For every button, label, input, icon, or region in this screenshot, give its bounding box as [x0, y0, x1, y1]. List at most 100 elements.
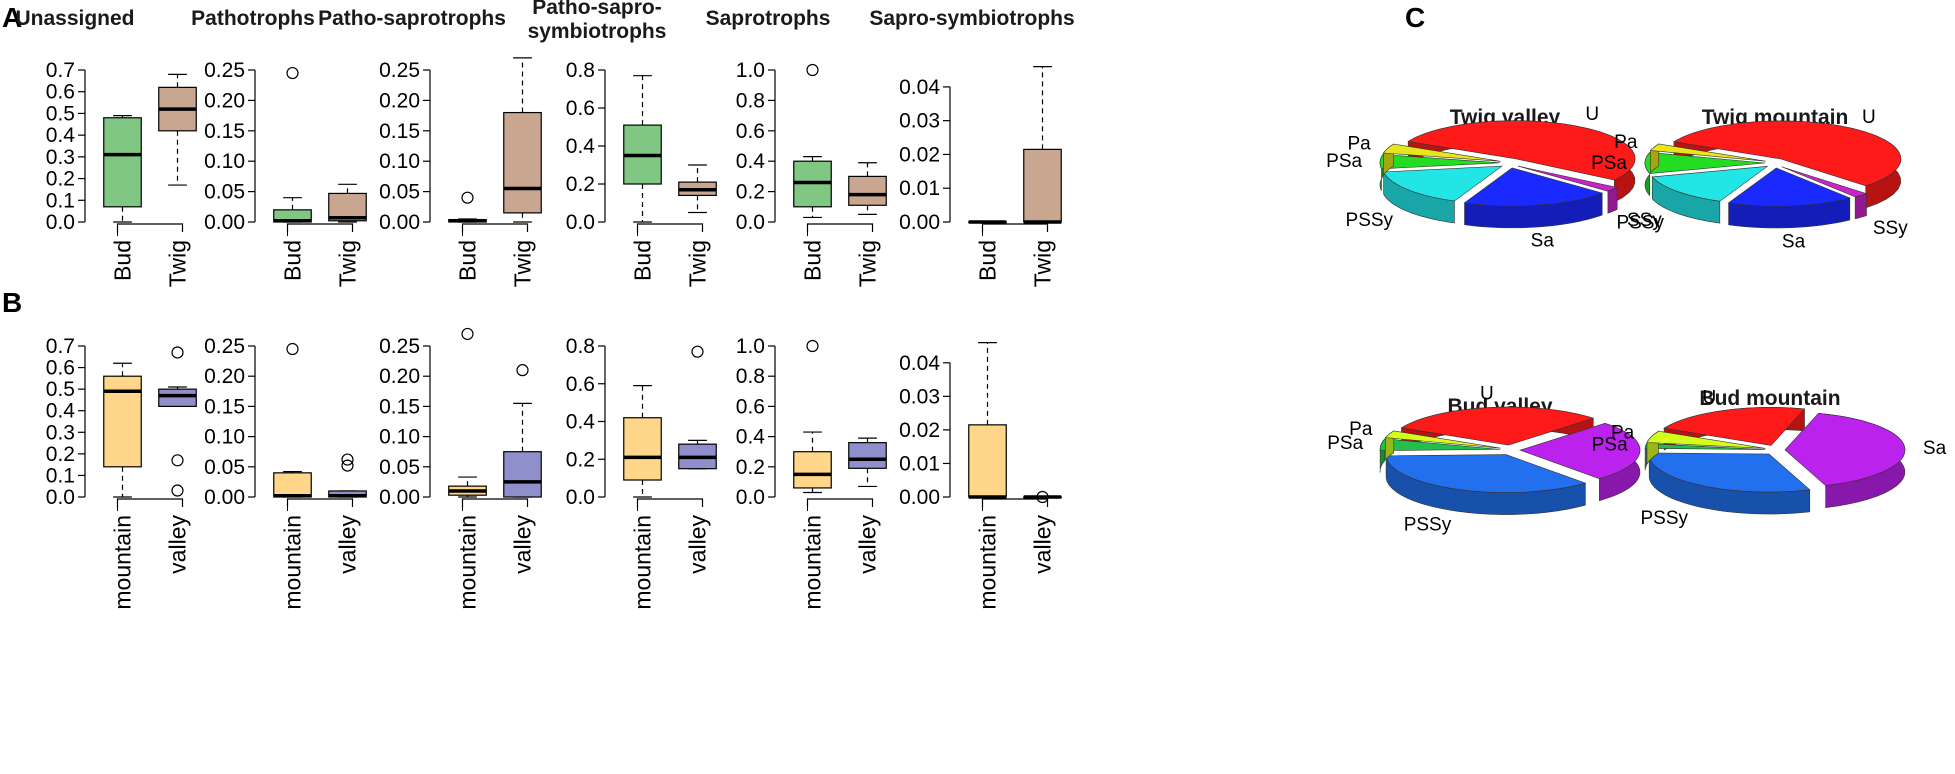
chart-title: Saprotrophs: [706, 7, 831, 30]
x-category-label: Twig: [510, 240, 536, 287]
outlier-point: [516, 364, 529, 377]
y-tick-label: 0.1: [46, 189, 75, 212]
box-valley: [1023, 490, 1062, 504]
x-category-label: Bud: [455, 240, 481, 281]
y-tick-label: 0.6: [46, 81, 75, 104]
pie-slice-top: [1379, 154, 1501, 170]
y-tick-label: 0.20: [204, 89, 245, 112]
y-tick-label: 0.4: [566, 411, 596, 434]
y-tick-label: 0.2: [566, 173, 595, 196]
boxplot-chart-a-3: Patho-saprotrophs 0.00 0.05 0.10 0.15 0.20 0.2…: [318, 7, 542, 287]
y-tick-label: 0.0: [46, 486, 75, 509]
pie-slice-label: PSSy: [1616, 213, 1664, 234]
box-mountain: [273, 342, 312, 498]
outlier-point: [461, 327, 474, 341]
y-tick-label: 0.02: [899, 143, 940, 166]
iqr-box: [103, 117, 142, 208]
y-tick-label: 0.2: [736, 181, 765, 204]
x-category-label: valley: [685, 515, 711, 574]
box-bud: [448, 191, 487, 223]
x-category-label: valley: [855, 515, 881, 574]
y-tick-label: 0.4: [736, 426, 766, 449]
y-tick-label: 0.7: [46, 335, 75, 358]
pie-slice-psa: PSa: [1591, 151, 1766, 197]
pie-slice-psa: PSa: [1326, 151, 1501, 191]
boxplot-chart-b-1: 0.00.10.20.30.40.50.60.7 mountain valley: [46, 335, 197, 610]
box-bud: [968, 220, 1007, 224]
pie-slice-top: [1784, 413, 1906, 486]
y-tick-label: 0.0: [736, 486, 765, 509]
boxplot-chart-a-5: Saprotrophs 0.0 0.2 0.4 0.6 0.8 1.0 Bud Twig: [706, 7, 887, 287]
pie-slice-label: PSa: [1592, 435, 1628, 456]
y-tick-label: 0.6: [736, 120, 765, 143]
iqr-box: [623, 417, 662, 481]
y-tick-label: 0.10: [379, 426, 420, 449]
box-valley: [678, 345, 717, 470]
x-category-label: mountain: [280, 515, 306, 610]
x-category-label: valley: [1030, 515, 1056, 574]
box-bud: [103, 114, 142, 223]
y-tick-label: 0.4: [736, 150, 766, 173]
pie-slice-label: Pa: [1347, 134, 1371, 155]
y-tick-label: 0.00: [379, 211, 420, 234]
x-category-label: Bud: [280, 240, 306, 281]
box-twig: [158, 73, 197, 186]
y-tick-label: 0.04: [899, 352, 940, 375]
y-tick-label: 0.20: [379, 89, 420, 112]
pie-slice-side: [1854, 193, 1867, 220]
y-tick-label: 0.2: [46, 443, 75, 466]
chart-title: Patho-saprotrophs: [318, 7, 506, 30]
iqr-box: [158, 388, 197, 407]
pie-slice-pssy: PSSy: [1385, 454, 1587, 535]
y-tick-label: 0.1: [46, 464, 75, 487]
pie-slice-top: [1644, 152, 1766, 174]
iqr-box: [848, 442, 887, 469]
iqr-box: [503, 451, 542, 498]
pie-chart-bud-valley: Bud valleyUSaPSSyPSaPa: [1327, 384, 1681, 536]
outlier-point: [461, 191, 474, 204]
y-tick-label: 0.15: [379, 395, 420, 418]
y-tick-label: 0.0: [736, 211, 765, 234]
y-tick-label: 0.4: [46, 124, 76, 147]
y-tick-label: 0.10: [379, 150, 420, 173]
boxplot-chart-b-3: 0.00 0.05 0.10 0.15 0.20 0.25 mountain valley: [379, 327, 542, 610]
pie-slice-pa: Pa: [1614, 132, 1766, 174]
y-tick-label: 0.4: [46, 400, 76, 423]
pie-slice-side: [1607, 186, 1618, 214]
y-tick-label: 0.7: [46, 59, 75, 82]
x-axis-bracket: [806, 498, 874, 507]
y-tick-label: 1.0: [736, 335, 765, 358]
x-category-label: mountain: [630, 515, 656, 610]
pie-slice-top: [1519, 422, 1641, 479]
box-mountain: [793, 339, 832, 494]
outlier-point: [1036, 490, 1049, 504]
y-tick-label: 0.15: [379, 120, 420, 143]
x-category-label: mountain: [800, 515, 826, 610]
y-tick-label: 0.05: [379, 181, 420, 204]
pie-slice-pa: Pa: [1349, 419, 1501, 461]
outlier-point: [806, 63, 819, 77]
pie-slice-sa: Sa: [1784, 413, 1947, 508]
x-category-label: Twig: [1030, 240, 1056, 287]
outlier-point: [171, 346, 184, 359]
pie-slice-top: [1781, 166, 1868, 198]
y-tick-label: 0.02: [899, 419, 940, 442]
pie-slice-label: SSy: [1627, 210, 1662, 231]
y-tick-label: 0.10: [204, 150, 245, 173]
y-tick-label: 0.25: [204, 59, 245, 82]
x-axis-bracket: [461, 223, 529, 232]
pie-title: Bud mountain: [1699, 387, 1840, 410]
x-category-label: Bud: [800, 240, 826, 281]
pie-slice-label: PSa: [1326, 151, 1362, 172]
y-tick-label: 0.15: [204, 395, 245, 418]
pie-slice-label: PSSy: [1346, 210, 1394, 231]
y-tick-label: 0.25: [379, 59, 420, 82]
x-category-label: Twig: [855, 240, 881, 287]
x-category-label: mountain: [455, 515, 481, 610]
y-tick-label: 0.5: [46, 378, 75, 401]
outlier-point: [171, 484, 184, 497]
y-tick-label: 0.15: [204, 120, 245, 143]
box-bud: [793, 63, 832, 219]
